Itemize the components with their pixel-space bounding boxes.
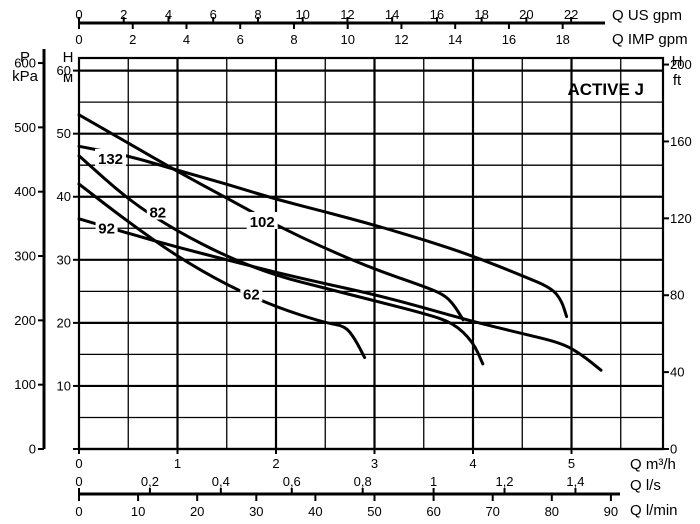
pressure-axis-label: P [20, 49, 30, 66]
m3h-tick-label: 4 [469, 456, 476, 471]
pressure-tick-label: 400 [14, 184, 36, 199]
head-m-axis-label: H [63, 49, 74, 66]
us-gpm-axis-unit: Q US gpm [612, 7, 682, 24]
us-gpm-tick-label: 16 [430, 7, 444, 22]
imp-gpm-tick-label: 4 [183, 32, 190, 47]
head-ft-tick-label: 0 [670, 442, 677, 457]
pressure-tick-label: 0 [29, 442, 36, 457]
lmin-tick-label: 80 [545, 504, 559, 519]
lmin-tick-label: 70 [485, 504, 499, 519]
curve-132 [77, 144, 569, 319]
head-ft-tick-label: 80 [670, 288, 684, 303]
head-m-axis-unit: м [63, 69, 73, 86]
imp-gpm-tick-label: 6 [237, 32, 244, 47]
lmin-tick-label: 90 [604, 504, 618, 519]
grid [77, 56, 665, 451]
plot-frame [77, 56, 665, 451]
head-ft-tick-label: 200 [670, 57, 692, 72]
pressure-axis-unit: kPa [12, 68, 39, 85]
us-gpm-tick-label: 18 [474, 7, 488, 22]
m3h-tick-label: 2 [272, 456, 279, 471]
lmin-tick-label: 0 [75, 504, 82, 519]
lmin-tick-label: 30 [249, 504, 263, 519]
ls-tick-label: 0,6 [283, 474, 301, 489]
head-ft-tick-label: 120 [670, 211, 692, 226]
labels: 132 102 82 92 62 ACTIVE J [95, 80, 644, 303]
curve-label-bg [246, 211, 278, 229]
head-m-tick-label: 40 [57, 189, 71, 204]
head-m-tick-label: 20 [57, 315, 71, 330]
ls-tick-label: 0,8 [354, 474, 372, 489]
ls-tick-label: 1,4 [566, 474, 584, 489]
us-gpm-tick-label: 8 [254, 7, 261, 22]
lmin-tick-label: 50 [367, 504, 381, 519]
head-m-tick-label: 50 [57, 126, 71, 141]
head-ft-tick-label: 40 [670, 365, 684, 380]
lmin-tick-label: 10 [131, 504, 145, 519]
us-gpm-tick-label: 14 [385, 7, 399, 22]
lmin-tick-label: 20 [190, 504, 204, 519]
lmin-axis-unit: Q l/min [630, 502, 678, 519]
ls-axis-unit: Q l/s [630, 477, 661, 494]
curve-label-bg [146, 202, 169, 220]
pressure-tick-label: 200 [14, 313, 36, 328]
us-gpm-tick-label: 6 [210, 7, 217, 22]
m3h-tick-label: 0 [75, 456, 82, 471]
us-gpm-tick-label: 0 [75, 7, 82, 22]
us-gpm-tick-label: 2 [120, 7, 127, 22]
lmin-tick-label: 60 [426, 504, 440, 519]
head-ft-axis-label: H [672, 53, 683, 70]
ls-tick-label: 1,2 [495, 474, 513, 489]
us-gpm-tick-label: 20 [519, 7, 533, 22]
head-ft-axis-unit: ft [673, 72, 682, 89]
pressure-tick-label: 500 [14, 120, 36, 135]
imp-gpm-tick-label: 14 [448, 32, 462, 47]
chart-title: ACTIVE J [567, 80, 644, 99]
curve-label-102: 102 [250, 214, 275, 231]
imp-gpm-tick-label: 2 [129, 32, 136, 47]
imp-gpm-axis-unit: Q IMP gpm [612, 31, 688, 48]
curve-label-82: 82 [149, 205, 166, 222]
curve-label-bg [95, 148, 127, 166]
ls-tick-label: 0,2 [141, 474, 159, 489]
imp-gpm-tick-label: 8 [290, 32, 297, 47]
m3h-tick-label: 5 [568, 456, 575, 471]
imp-gpm-tick-label: 18 [555, 32, 569, 47]
us-gpm-tick-label: 12 [340, 7, 354, 22]
ls-tick-label: 0,4 [212, 474, 230, 489]
imp-gpm-tick-label: 10 [340, 32, 354, 47]
head-m-tick-label: 10 [57, 378, 71, 393]
lmin-tick-label: 40 [308, 504, 322, 519]
us-gpm-tick-label: 22 [564, 7, 578, 22]
pressure-tick-label: 300 [14, 249, 36, 264]
head-m-tick-label: 30 [57, 252, 71, 267]
imp-gpm-tick-label: 0 [75, 32, 82, 47]
curve-102 [77, 113, 465, 322]
ls-tick-label: 0 [75, 474, 82, 489]
curve-label-62: 62 [243, 286, 260, 303]
curve-82 [77, 154, 485, 366]
m3h-tick-label: 3 [371, 456, 378, 471]
curve-label-bg [95, 218, 118, 236]
head-m-tick-label: 60 [57, 63, 71, 78]
imp-gpm-tick-label: 16 [502, 32, 516, 47]
us-gpm-tick-label: 4 [165, 7, 172, 22]
curve-label-132: 132 [98, 151, 123, 168]
us-gpm-tick-label: 10 [295, 7, 309, 22]
m3h-tick-label: 1 [174, 456, 181, 471]
head-ft-tick-label: 160 [670, 134, 692, 149]
imp-gpm-tick-label: 12 [394, 32, 408, 47]
m3h-axis-unit: Q m³/h [630, 456, 676, 473]
curve-label-92: 92 [98, 220, 115, 237]
pressure-tick-label: 100 [14, 377, 36, 392]
ls-tick-label: 1 [430, 474, 437, 489]
axes: 102030405060Hм0100200300400500600PkPa040… [12, 7, 692, 519]
curve-label-bg [240, 284, 263, 302]
pressure-tick-label: 600 [14, 56, 36, 71]
